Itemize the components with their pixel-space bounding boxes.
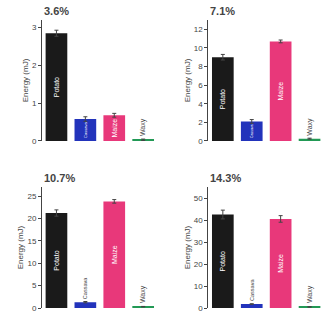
svg-text:3: 3: [32, 23, 37, 32]
svg-text:0: 0: [32, 137, 37, 146]
svg-text:Waxy: Waxy: [139, 118, 147, 136]
svg-text:10.7%: 10.7%: [44, 172, 75, 184]
svg-text:8: 8: [198, 62, 203, 71]
svg-text:Cassava: Cassava: [249, 279, 255, 301]
svg-text:12: 12: [194, 25, 203, 34]
svg-text:7.1%: 7.1%: [210, 5, 235, 17]
svg-text:Maize: Maize: [277, 254, 284, 273]
svg-text:6: 6: [198, 81, 203, 90]
svg-text:20: 20: [194, 260, 203, 269]
svg-text:Waxy: Waxy: [306, 118, 314, 136]
svg-text:10: 10: [27, 259, 36, 268]
svg-text:14.3%: 14.3%: [210, 172, 241, 184]
svg-text:30: 30: [194, 238, 203, 247]
svg-text:40: 40: [194, 216, 203, 225]
svg-text:3.6%: 3.6%: [44, 5, 69, 17]
svg-text:Energy (mJ): Energy (mJ): [183, 225, 192, 269]
svg-text:Energy (mJ): Energy (mJ): [21, 58, 30, 102]
svg-text:0: 0: [198, 304, 203, 313]
svg-text:Maize: Maize: [111, 119, 118, 138]
svg-text:Energy (mJ): Energy (mJ): [183, 58, 192, 102]
svg-text:Cassava: Cassava: [250, 124, 254, 138]
svg-text:Potato: Potato: [53, 77, 60, 97]
svg-text:Waxy: Waxy: [306, 285, 314, 303]
svg-text:25: 25: [27, 192, 36, 201]
svg-text:0: 0: [32, 304, 37, 313]
svg-text:50: 50: [194, 194, 203, 203]
svg-text:Cassava: Cassava: [82, 277, 88, 299]
svg-text:1: 1: [32, 99, 37, 108]
svg-text:5: 5: [32, 281, 37, 290]
svg-text:Waxy: Waxy: [139, 285, 147, 303]
svg-text:Cassava: Cassava: [83, 121, 88, 138]
svg-text:10: 10: [194, 282, 203, 291]
svg-text:10: 10: [194, 44, 203, 53]
svg-text:2: 2: [198, 118, 203, 127]
svg-text:Potato: Potato: [219, 89, 226, 109]
svg-text:20: 20: [27, 214, 36, 223]
svg-text:2: 2: [32, 61, 37, 70]
svg-text:Maize: Maize: [277, 82, 284, 101]
svg-text:Maize: Maize: [111, 245, 118, 264]
svg-text:Potato: Potato: [53, 250, 60, 270]
svg-text:Potato: Potato: [219, 251, 226, 271]
svg-text:0: 0: [198, 137, 203, 146]
svg-text:4: 4: [198, 100, 203, 109]
svg-text:Energy (mJ): Energy (mJ): [16, 225, 25, 269]
svg-text:15: 15: [27, 237, 36, 246]
